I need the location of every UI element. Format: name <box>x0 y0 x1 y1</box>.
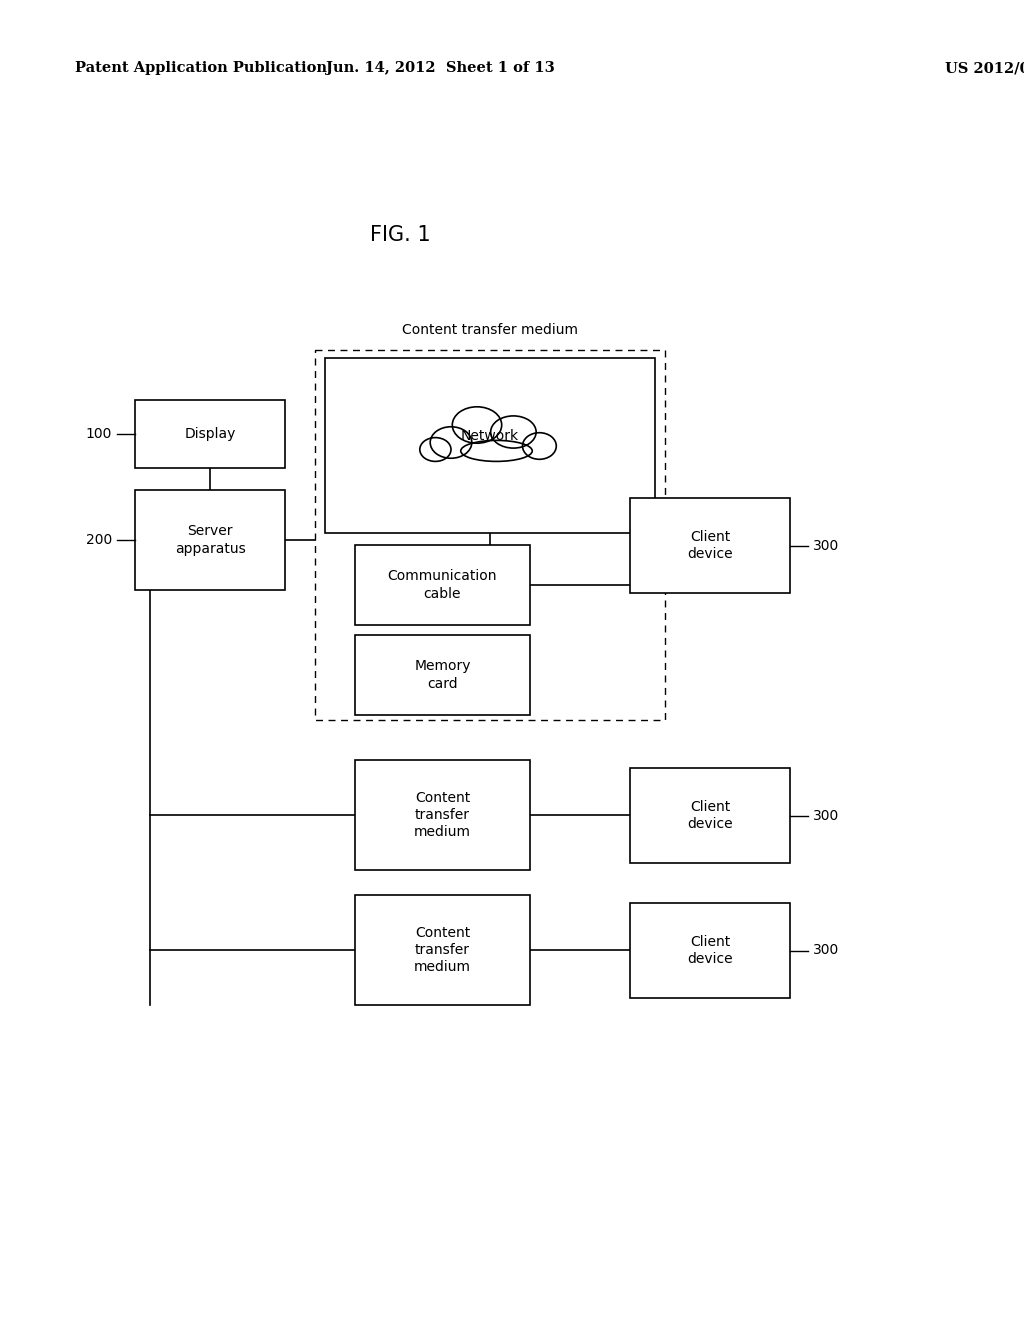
Text: Network: Network <box>461 429 519 442</box>
Bar <box>135 400 285 469</box>
Text: 200: 200 <box>86 533 112 546</box>
Text: 300: 300 <box>813 944 840 957</box>
Text: Display: Display <box>184 426 236 441</box>
Text: Client
device: Client device <box>687 935 733 966</box>
Bar <box>135 490 285 590</box>
Bar <box>355 895 530 1005</box>
Text: Memory
card: Memory card <box>415 660 471 690</box>
Text: 300: 300 <box>813 808 840 822</box>
Bar <box>630 498 790 593</box>
Bar <box>630 903 790 998</box>
Text: FIG. 1: FIG. 1 <box>370 224 430 246</box>
Text: 100: 100 <box>86 426 112 441</box>
Bar <box>315 350 665 719</box>
Text: Jun. 14, 2012  Sheet 1 of 13: Jun. 14, 2012 Sheet 1 of 13 <box>326 61 554 75</box>
Text: Patent Application Publication: Patent Application Publication <box>75 61 327 75</box>
Text: Client
device: Client device <box>687 529 733 561</box>
Text: Client
device: Client device <box>687 800 733 832</box>
Text: 300: 300 <box>813 539 840 553</box>
Bar <box>355 760 530 870</box>
Text: Server
apparatus: Server apparatus <box>175 524 246 556</box>
Ellipse shape <box>461 441 532 462</box>
Bar <box>630 768 790 863</box>
Ellipse shape <box>522 433 556 459</box>
Ellipse shape <box>430 426 472 458</box>
Text: Content transfer medium: Content transfer medium <box>402 323 578 337</box>
Text: Communication
cable: Communication cable <box>388 569 498 601</box>
Text: Content
transfer
medium: Content transfer medium <box>414 925 471 974</box>
Ellipse shape <box>453 407 502 444</box>
Text: US 2012/0150795 A1: US 2012/0150795 A1 <box>945 61 1024 75</box>
Text: Content
transfer
medium: Content transfer medium <box>414 791 471 840</box>
Ellipse shape <box>420 438 451 462</box>
Bar <box>355 545 530 624</box>
Bar <box>355 635 530 715</box>
Bar <box>325 358 655 533</box>
Ellipse shape <box>490 416 537 447</box>
